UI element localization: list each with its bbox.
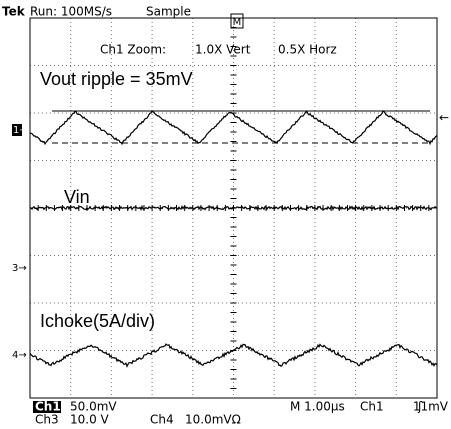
footer-ch1: Ch1	[35, 400, 61, 414]
ichoke-trace	[29, 343, 438, 368]
footer-timebase: M 1.00µs	[290, 400, 345, 414]
acq-mode: Sample	[146, 5, 191, 19]
trigger-marker: M	[233, 17, 242, 28]
ch1-footer-box	[33, 401, 61, 413]
zoom-horz: 0.5X Horz	[278, 43, 337, 57]
vin-trace	[29, 204, 438, 211]
brand: Tek	[2, 5, 26, 19]
footer-trigger-slope: ʃ	[417, 400, 423, 414]
vout-trace	[29, 110, 438, 146]
footer-ch3-scale: 10.0 V	[70, 413, 110, 427]
ch1-marker: 1→	[13, 125, 28, 136]
ch3-marker: 3→	[12, 263, 27, 274]
trigger-level-marker: ←	[439, 111, 449, 125]
ch4-marker: 4→	[12, 350, 27, 361]
zoom-vert: 1.0X Vert	[195, 43, 251, 57]
run-status: Run: 100MS/s	[30, 5, 112, 19]
vin-label: Vin	[64, 187, 90, 207]
vout-label: Vout ripple = 35mV	[40, 69, 193, 89]
ch1-marker-box	[12, 124, 22, 136]
footer-trigger-source: Ch1	[360, 400, 384, 414]
footer-ch3: Ch3	[35, 413, 59, 427]
footer-ch1-scale: 50.0mV	[70, 400, 117, 414]
footer-ch4: Ch4	[150, 413, 174, 427]
footer-ch4-scale: 10.0mVΩ	[185, 413, 241, 427]
zoom-label: Ch1 Zoom:	[100, 43, 166, 57]
ichoke-label: Ichoke(5A/div)	[40, 311, 155, 331]
footer-trigger-level: 11mV	[413, 400, 449, 414]
